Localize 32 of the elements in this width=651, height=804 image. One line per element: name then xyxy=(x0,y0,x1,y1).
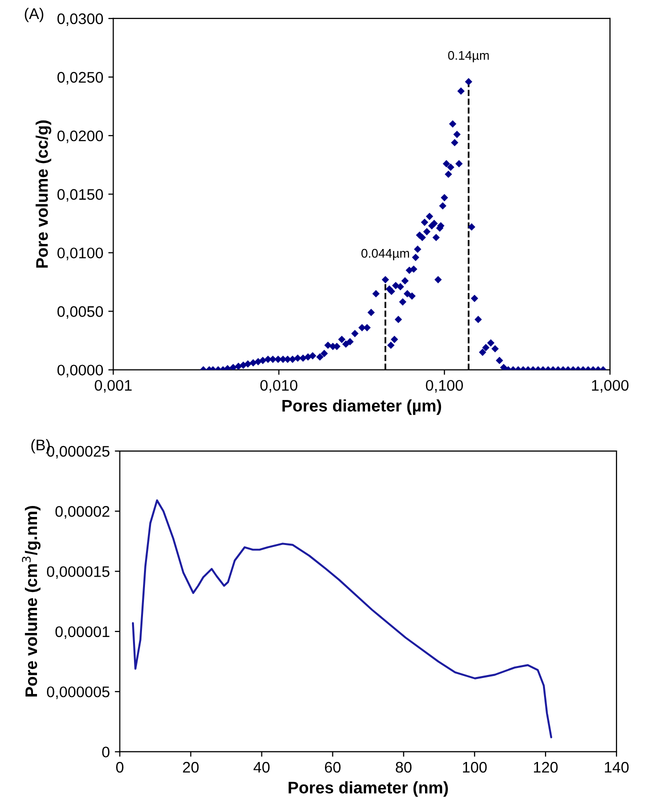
x-axis-title: Pores diameter (nm) xyxy=(288,781,448,797)
y-tick-label: 0,0050 xyxy=(57,306,103,319)
x-tick-label: 20 xyxy=(183,762,199,773)
x-tick-label: 0 xyxy=(116,762,124,773)
chart-title: (A) xyxy=(24,8,44,22)
y-tick-label: 0,000005 xyxy=(46,686,110,700)
x-tick-label: 40 xyxy=(254,762,270,773)
y-tick-label: 0,0100 xyxy=(57,248,103,260)
y-tick-label: 0,00002 xyxy=(55,506,110,519)
x-tick-label: 60 xyxy=(324,762,341,773)
x-tick-label: 0,010 xyxy=(260,380,298,393)
y-tick-label: 0,00001 xyxy=(55,626,110,639)
y-tick-label: 0,0150 xyxy=(57,189,103,202)
x-axis-title: Pores diameter (µm) xyxy=(282,399,442,415)
x-tick-label: 120 xyxy=(534,762,558,773)
x-tick-label: 140 xyxy=(604,762,629,773)
line-series xyxy=(132,499,552,738)
y-axis-title: Pore volume (cm$^{3}$/g.nm) xyxy=(22,506,41,696)
x-tick-label: 80 xyxy=(396,762,412,773)
x-tick-label: 0,001 xyxy=(94,380,132,393)
y-tick-label: 0,0200 xyxy=(57,130,103,144)
y-tick-label: 0,000015 xyxy=(46,566,110,579)
y-axis-title: Pore volume (cc/g) xyxy=(36,120,52,268)
x-tick-label: 1,000 xyxy=(592,380,629,393)
y-tick-label: 0,0000 xyxy=(57,364,103,378)
ref-line-label: 0.14µm xyxy=(448,50,489,62)
x-tick-label: 0,100 xyxy=(426,380,463,393)
y-tick-label: 0,0250 xyxy=(57,72,103,85)
ref-line-label: 0.044µm xyxy=(361,248,410,260)
y-tick-label: 0,0300 xyxy=(57,13,103,26)
x-tick-label: 100 xyxy=(463,762,487,773)
y-tick-label: 0 xyxy=(102,746,110,758)
